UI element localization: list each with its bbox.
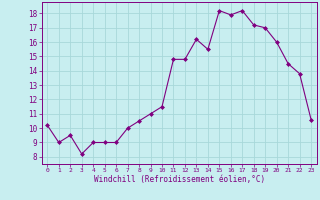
- X-axis label: Windchill (Refroidissement éolien,°C): Windchill (Refroidissement éolien,°C): [94, 175, 265, 184]
